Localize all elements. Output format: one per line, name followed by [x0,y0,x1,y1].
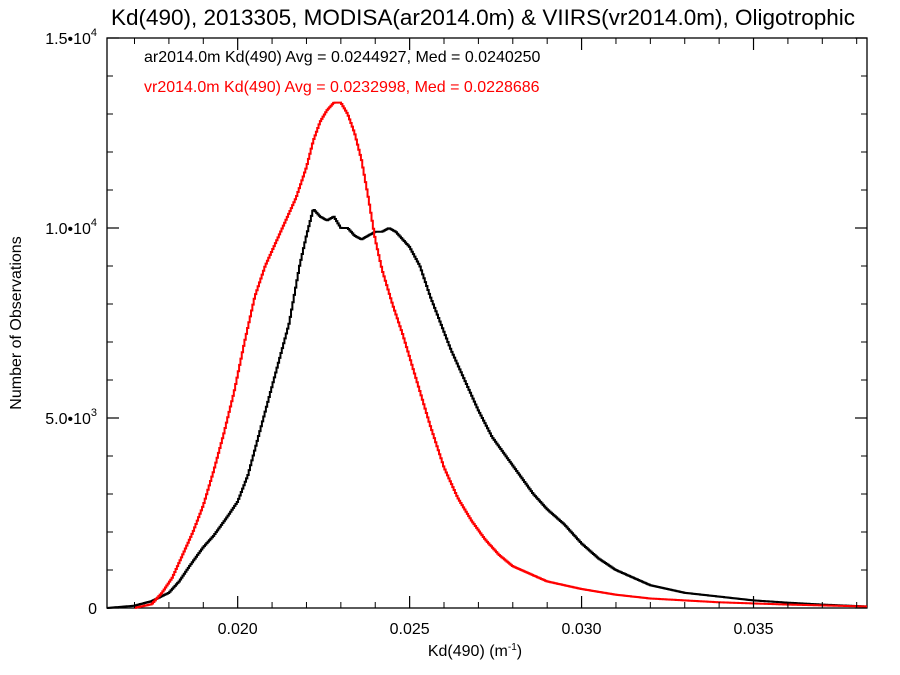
legend-entry-ar2014: ar2014.0m Kd(490) Avg = 0.0244927, Med =… [144,49,541,66]
y-axis: 0 5.0•103 1.0•104 1.5•104 [45,27,867,618]
legend: ar2014.0m Kd(490) Avg = 0.0244927, Med =… [144,49,541,96]
plot-area [106,37,868,609]
y-tick-label: 1.5•104 [45,27,97,48]
legend-entry-vr2014: vr2014.0m Kd(490) Avg = 0.0232998, Med =… [144,79,540,96]
x-tick-label: 0.030 [562,621,602,638]
series-layer [107,101,867,609]
x-tick-label: 0.020 [218,621,258,638]
y-tick-label: 5.0•103 [45,407,97,428]
y-tick-label: 0 [88,601,97,618]
series-line-vr2014 [134,101,867,609]
x-axis-label: Kd(490) (m-1) [428,642,522,660]
x-axis: 0.020 0.025 0.030 0.035 [134,38,858,638]
series-line-ar2014 [107,208,867,609]
x-tick-label: 0.025 [390,621,430,638]
y-tick-label: 1.0•104 [45,217,97,238]
x-tick-label: 0.035 [733,621,773,638]
chart-title: Kd(490), 2013305, MODISA(ar2014.0m) & VI… [111,5,855,30]
y-axis-label: Number of Observations [8,236,25,409]
plot-border [106,37,868,609]
